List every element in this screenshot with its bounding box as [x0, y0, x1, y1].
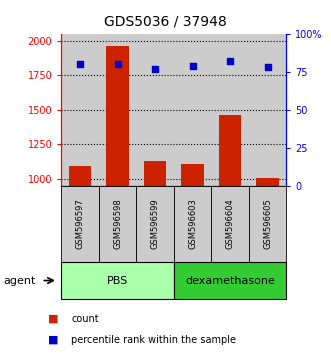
- Text: GSM596605: GSM596605: [263, 199, 272, 249]
- Bar: [106, 46, 129, 317]
- Bar: [256, 178, 279, 317]
- Text: dexamethasone: dexamethasone: [185, 275, 275, 286]
- Point: [265, 64, 270, 70]
- Text: GSM596604: GSM596604: [225, 199, 235, 249]
- Text: ■: ■: [48, 335, 59, 345]
- Bar: [219, 115, 241, 317]
- Text: GSM596603: GSM596603: [188, 199, 197, 249]
- Bar: [69, 166, 91, 317]
- Point: [227, 58, 233, 64]
- Point: [152, 66, 158, 72]
- Point: [190, 63, 195, 68]
- Text: GSM596597: GSM596597: [75, 199, 84, 249]
- Text: percentile rank within the sample: percentile rank within the sample: [71, 335, 236, 345]
- Text: GDS5036 / 37948: GDS5036 / 37948: [104, 14, 227, 28]
- Text: count: count: [71, 314, 99, 324]
- Text: agent: agent: [3, 275, 36, 286]
- Bar: [181, 164, 204, 317]
- Text: ■: ■: [48, 314, 59, 324]
- Point: [77, 61, 83, 67]
- Bar: [144, 161, 166, 317]
- Text: GSM596599: GSM596599: [151, 199, 160, 249]
- Text: GSM596598: GSM596598: [113, 199, 122, 249]
- Text: PBS: PBS: [107, 275, 128, 286]
- Point: [115, 61, 120, 67]
